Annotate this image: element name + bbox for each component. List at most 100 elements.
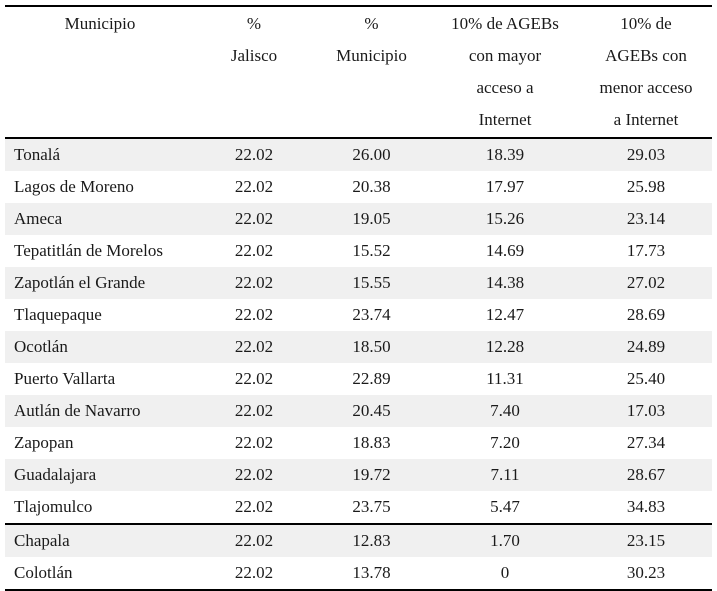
cell-pct-jalisco: 22.02 <box>195 523 313 557</box>
cell-pct-municipio: 20.38 <box>352 177 391 196</box>
cell-pct-jalisco: 22.02 <box>234 433 274 452</box>
cell-menor-acceso: 25.40 <box>626 369 666 388</box>
header-line: Municipio <box>336 46 407 65</box>
table-row: Ameca 22.02 19.05 15.26 23.14 <box>5 203 712 235</box>
table-body: Tonalá 22.02 26.00 18.39 29.03 Lagos de … <box>5 138 712 590</box>
cell-menor-acceso: 17.03 <box>626 401 666 420</box>
table-row: Chapala 22.02 12.83 1.70 23.15 <box>5 523 712 557</box>
table-row: Autlán de Navarro 22.02 20.45 7.40 17.03 <box>5 395 712 427</box>
cell-municipio: Zapopan <box>14 433 74 452</box>
cell-menor-acceso: 34.83 <box>626 497 666 516</box>
cell-pct-municipio: 19.72 <box>352 465 391 484</box>
cell-pct-municipio: 26.00 <box>352 145 391 164</box>
cell-mayor-acceso: 0 <box>500 563 510 582</box>
cell-municipio: Autlán de Navarro <box>14 401 141 420</box>
table-row: Puerto Vallarta 22.02 22.89 11.31 25.40 <box>5 363 712 395</box>
table-row: Zapotlán el Grande 22.02 15.55 14.38 27.… <box>5 267 712 299</box>
cell-municipio: Tepatitlán de Morelos <box>14 241 163 260</box>
cell-pct-municipio: 23.74 <box>352 305 391 324</box>
cell-mayor-acceso: 1.70 <box>430 523 580 557</box>
cell-mayor-acceso: 18.39 <box>485 145 525 164</box>
cell-pct-jalisco: 22.02 <box>234 145 274 164</box>
cell-mayor-acceso: 12.28 <box>485 337 525 356</box>
cell-pct-jalisco: 22.02 <box>234 337 274 356</box>
header-line: acceso a <box>476 78 534 97</box>
cell-municipio: Guadalajara <box>14 465 97 484</box>
table-row: Tlaquepaque 22.02 23.74 12.47 28.69 <box>5 299 712 331</box>
header-line: 10% de <box>620 14 672 33</box>
table-row: Tepatitlán de Morelos 22.02 15.52 14.69 … <box>5 235 712 267</box>
table-row: Colotlán 22.02 13.78 0 30.23 <box>5 557 712 590</box>
cell-pct-municipio: 23.75 <box>352 497 391 516</box>
cell-mayor-acceso: 15.26 <box>485 209 525 228</box>
header-line: % <box>364 14 379 33</box>
cell-municipio: Tlaquepaque <box>14 305 102 324</box>
table-row: Ocotlán 22.02 18.50 12.28 24.89 <box>5 331 712 363</box>
cell-mayor-acceso: 14.38 <box>485 273 525 292</box>
col-header-municipio: Municipio <box>5 6 195 139</box>
col-header-pct-jalisco: % Jalisco <box>195 6 313 139</box>
cell-municipio: Ocotlán <box>14 337 68 356</box>
col-header-menor-acceso: 10% de AGEBs con menor acceso a Internet <box>580 6 712 139</box>
cell-menor-acceso: 28.67 <box>626 465 666 484</box>
cell-pct-municipio: 18.83 <box>352 433 391 452</box>
cell-menor-acceso: 27.02 <box>626 273 666 292</box>
cell-menor-acceso: 29.03 <box>626 145 666 164</box>
municipios-internet-table: Municipio % Jalisco % Municipio 10% de A… <box>5 5 712 591</box>
cell-menor-acceso: 30.23 <box>626 563 666 582</box>
cell-pct-municipio: 22.89 <box>352 369 391 388</box>
cell-municipio: Colotlán <box>14 563 73 582</box>
table-row: Tonalá 22.02 26.00 18.39 29.03 <box>5 138 712 171</box>
cell-pct-jalisco: 22.02 <box>234 401 274 420</box>
cell-pct-jalisco: 22.02 <box>234 241 274 260</box>
cell-menor-acceso: 17.73 <box>626 241 666 260</box>
cell-municipio: Tonalá <box>14 145 61 164</box>
table-row: Guadalajara 22.02 19.72 7.11 28.67 <box>5 459 712 491</box>
cell-mayor-acceso: 7.20 <box>490 433 520 452</box>
cell-mayor-acceso: 12.47 <box>485 305 525 324</box>
cell-mayor-acceso: 17.97 <box>485 177 525 196</box>
cell-menor-acceso: 24.89 <box>626 337 666 356</box>
cell-pct-municipio: 13.78 <box>352 563 391 582</box>
cell-menor-acceso: 23.14 <box>626 209 666 228</box>
cell-mayor-acceso: 5.47 <box>490 497 520 516</box>
cell-pct-jalisco: 22.02 <box>234 497 274 516</box>
table-row: Lagos de Moreno 22.02 20.38 17.97 25.98 <box>5 171 712 203</box>
cell-municipio: Ameca <box>14 209 63 228</box>
cell-mayor-acceso: 7.40 <box>490 401 520 420</box>
cell-mayor-acceso: 7.11 <box>490 465 520 484</box>
cell-municipio: Tlajomulco <box>14 497 93 516</box>
cell-municipio: Lagos de Moreno <box>14 177 134 196</box>
table-row: Zapopan 22.02 18.83 7.20 27.34 <box>5 427 712 459</box>
cell-mayor-acceso: 11.31 <box>486 369 524 388</box>
cell-menor-acceso: 25.98 <box>626 177 666 196</box>
cell-pct-municipio: 18.50 <box>352 337 391 356</box>
col-header-pct-municipio: % Municipio <box>313 6 430 139</box>
cell-pct-jalisco: 22.02 <box>234 369 274 388</box>
header-line: Internet <box>478 110 532 129</box>
cell-municipio: Puerto Vallarta <box>14 369 116 388</box>
header-line: a Internet <box>613 110 679 129</box>
cell-menor-acceso: 23.15 <box>580 523 712 557</box>
cell-pct-jalisco: 22.02 <box>234 465 274 484</box>
header-line: menor acceso <box>599 78 693 97</box>
cell-pct-municipio: 15.55 <box>352 273 391 292</box>
cell-pct-jalisco: 22.02 <box>234 305 274 324</box>
header-line: con mayor <box>468 46 542 65</box>
cell-pct-jalisco: 22.02 <box>234 273 274 292</box>
cell-pct-jalisco: 22.02 <box>234 177 274 196</box>
cell-municipio: Zapotlán el Grande <box>14 273 146 292</box>
col-header-mayor-acceso: 10% de AGEBs con mayor acceso a Internet <box>430 6 580 139</box>
table-row: Tlajomulco 22.02 23.75 5.47 34.83 <box>5 491 712 524</box>
cell-pct-municipio: 20.45 <box>352 401 391 420</box>
cell-pct-jalisco: 22.02 <box>234 209 274 228</box>
cell-pct-municipio: 15.52 <box>352 241 391 260</box>
header-line: % <box>246 14 262 33</box>
cell-pct-municipio: 12.83 <box>313 523 430 557</box>
table-header: Municipio % Jalisco % Municipio 10% de A… <box>5 6 712 139</box>
cell-menor-acceso: 27.34 <box>626 433 666 452</box>
header-line: Municipio <box>64 14 136 33</box>
header-row: Municipio % Jalisco % Municipio 10% de A… <box>5 6 712 139</box>
cell-municipio: Chapala <box>5 523 195 557</box>
